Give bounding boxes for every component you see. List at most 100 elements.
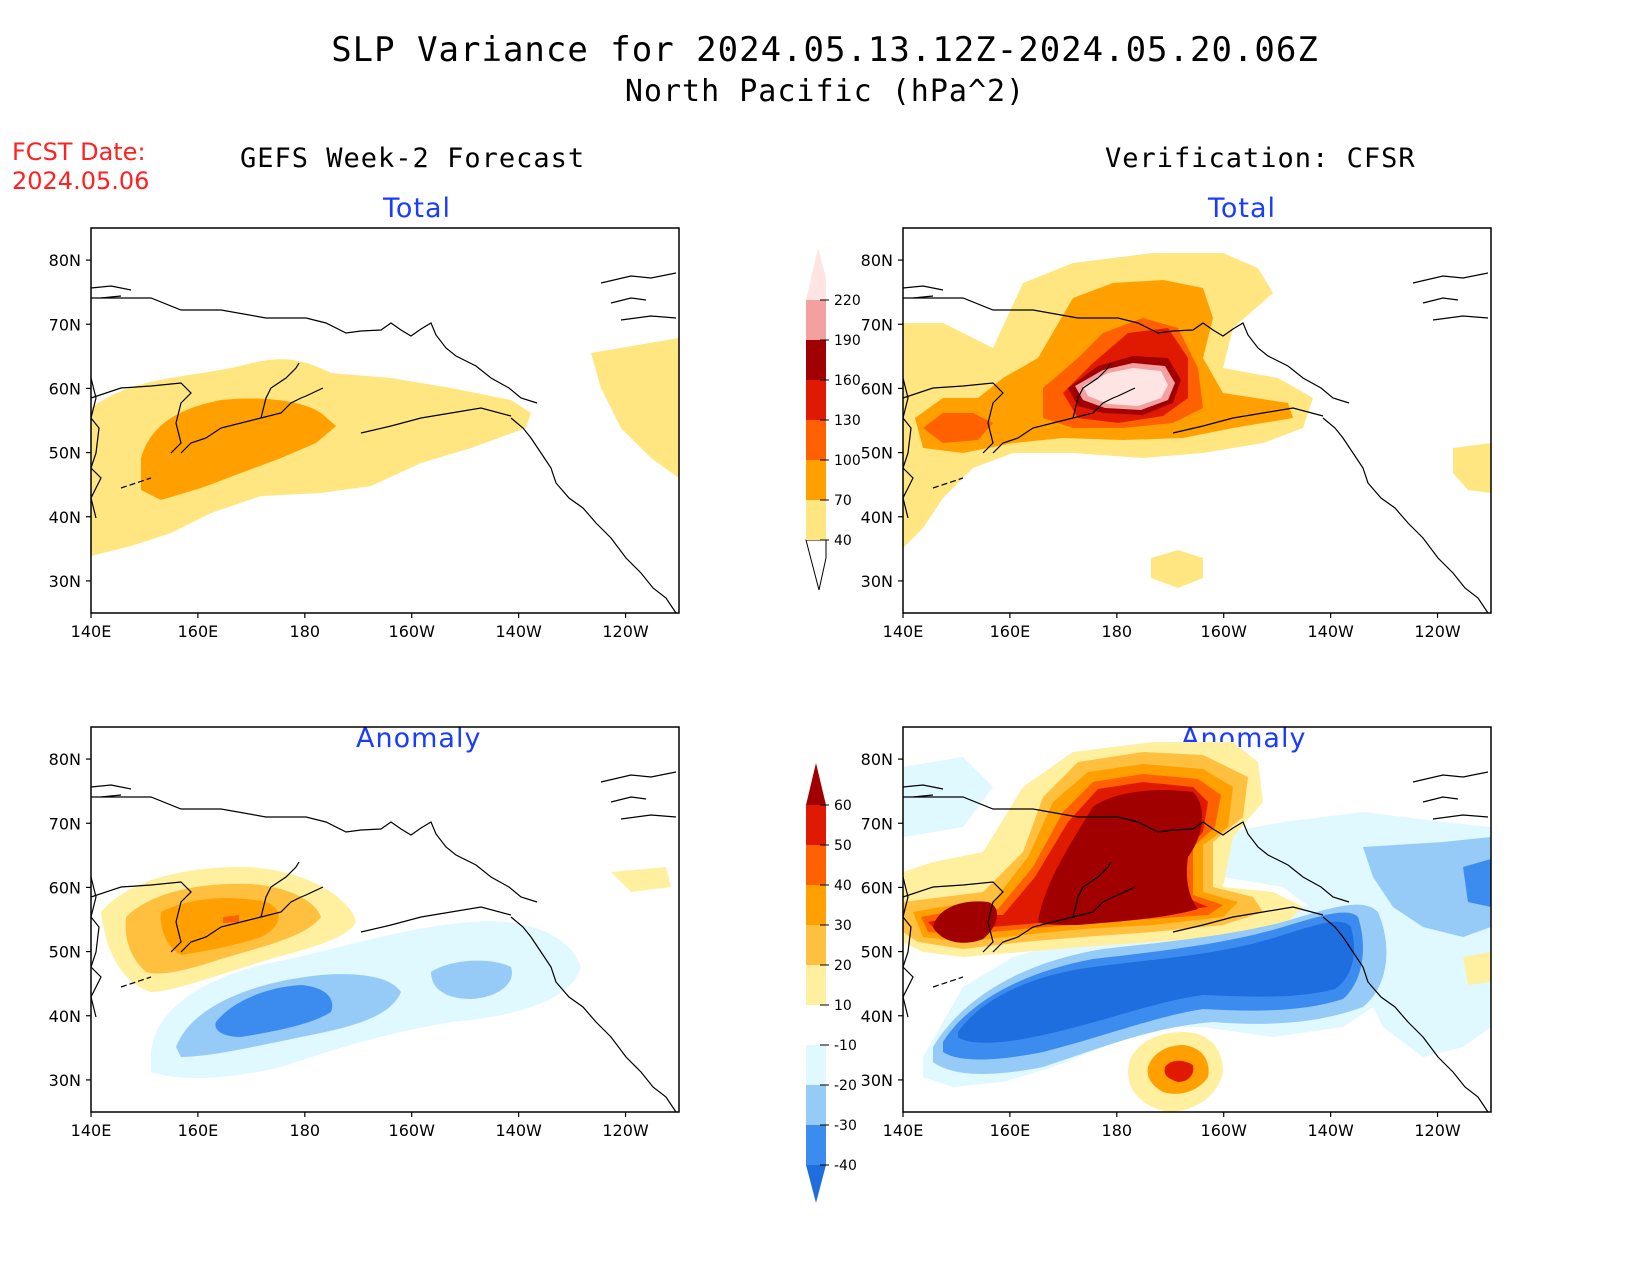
colorbar-anomaly-label: -10: [834, 1038, 857, 1054]
contour-neg-30-40-ne: [1463, 859, 1491, 907]
lon-tick-label: 160W: [1201, 622, 1248, 641]
lat-tick-label: 50N: [861, 444, 893, 463]
colorbar-total-swatch: [806, 300, 826, 340]
lat-tick-label: 60N: [861, 878, 893, 897]
lon-tick-label: 160E: [990, 1121, 1031, 1140]
colorbar-total-label: 220: [834, 293, 861, 309]
lon-tick-label: 120W: [1414, 1121, 1461, 1140]
colorbar-anomaly-swatch: [806, 925, 826, 965]
colorbar-anomaly-swatch: [806, 1085, 826, 1125]
lon-tick-label: 140W: [495, 1121, 542, 1140]
colorbar-total-label: 100: [834, 453, 861, 469]
lon-tick-label: 120W: [602, 1121, 649, 1140]
right-column-title: Verification: CFSR: [1105, 143, 1416, 174]
lat-tick-label: 80N: [861, 251, 893, 270]
contour-pos-40-60-south: [1164, 1060, 1194, 1082]
colorbar-total-label: 70: [834, 493, 852, 509]
lat-tick-label: 60N: [49, 379, 81, 398]
lat-tick-label: 60N: [49, 878, 81, 897]
lon-tick-label: 180: [290, 622, 321, 641]
lon-tick-label: 180: [290, 1121, 321, 1140]
colorbar-anomaly-label: -40: [834, 1158, 857, 1174]
contour-220plus: [1083, 368, 1168, 406]
map-panel-gefs-anomaly: [90, 726, 680, 1113]
lon-tick-label: 140W: [495, 622, 542, 641]
colorbar-total-swatch: [806, 340, 826, 380]
lon-tick-label: 120W: [602, 622, 649, 641]
colorbar-total-swatch: [806, 248, 826, 300]
panel-frame: [90, 227, 680, 614]
colorbar-total-swatch: [806, 380, 826, 420]
panel-frame: [90, 726, 680, 1113]
contour-neg-10-20-ne: [903, 757, 1491, 1057]
lat-tick-label: 80N: [861, 750, 893, 769]
contour-40-70-east: [1453, 443, 1491, 493]
lat-tick-label: 30N: [49, 1071, 81, 1090]
colorbar-total-label: 40: [834, 533, 852, 549]
colorbar-anomaly-low-arrow: [806, 1165, 826, 1203]
lat-tick-label: 80N: [49, 251, 81, 270]
lat-tick-label: 70N: [861, 315, 893, 334]
lat-tick-label: 50N: [49, 943, 81, 962]
lat-tick-label: 40N: [861, 508, 893, 527]
lon-tick-label: 160E: [178, 1121, 219, 1140]
colorbar-anomaly-high-arrow: [806, 763, 826, 805]
lon-tick-label: 140E: [883, 1121, 924, 1140]
lon-tick-label: 140E: [71, 622, 112, 641]
contour-40-70-east: [591, 338, 679, 478]
colorbar-anomaly-swatch: [806, 805, 826, 845]
lon-tick-label: 140E: [71, 1121, 112, 1140]
colorbar-total-swatch: [806, 420, 826, 460]
colorbar-anomaly: -40 -30 -20 -10 10 20 30 40 50 60: [806, 763, 857, 1203]
colorbar-anomaly-swatch: [806, 965, 826, 1005]
colorbar-anomaly-swatch: [806, 845, 826, 885]
lat-tick-label: 60N: [861, 379, 893, 398]
lon-tick-label: 140W: [1307, 622, 1354, 641]
main-subtitle: North Pacific (hPa^2): [624, 74, 1026, 109]
lon-tick-label: 160W: [389, 1121, 436, 1140]
lat-tick-label: 70N: [49, 315, 81, 334]
lon-tick-label: 160E: [178, 622, 219, 641]
contour-pos-60plus: [933, 790, 1203, 943]
axes-labels: 80N 70N 60N 50N 40N 30N 140E 160E 180 160W 140W 120…: [49, 251, 1461, 1140]
contour-pos-10-20-east: [1463, 952, 1491, 985]
map-panel-cfsr-total: [902, 227, 1492, 614]
lat-tick-label: 50N: [861, 943, 893, 962]
lat-tick-label: 70N: [49, 814, 81, 833]
colorbar-anomaly-label: 60: [834, 798, 852, 814]
contour-pos-30-40: [160, 898, 279, 955]
fcst-date-value: 2024.05.06: [12, 167, 150, 195]
contour-pos-10-20-east: [611, 867, 671, 892]
colorbar-anomaly-swatch: [806, 1045, 826, 1085]
colorbar-anomaly-swatch: [806, 885, 826, 925]
colorbar-anomaly-label: -20: [834, 1078, 857, 1094]
panel-title-top-left: Total: [383, 193, 452, 224]
lon-tick-label: 140W: [1307, 1121, 1354, 1140]
contour-70-100: [141, 398, 336, 500]
lon-tick-label: 160E: [990, 622, 1031, 641]
colorbar-total-label: 130: [834, 413, 861, 429]
panel-title-bottom-left: Anomaly: [356, 723, 482, 754]
colorbar-total-label: 160: [834, 373, 861, 389]
lat-tick-label: 50N: [49, 444, 81, 463]
map-panel-gefs-total: [90, 227, 680, 614]
colorbar-anomaly-swatch: [806, 1005, 826, 1045]
lat-tick-label: 30N: [861, 1071, 893, 1090]
colorbar-anomaly-label: 40: [834, 878, 852, 894]
lat-tick-label: 70N: [861, 814, 893, 833]
colorbar-anomaly-label: 10: [834, 998, 852, 1014]
lon-tick-label: 140E: [883, 622, 924, 641]
lat-tick-label: 30N: [49, 572, 81, 591]
colorbar-total-swatch: [806, 500, 826, 540]
main-title: SLP Variance for 2024.05.13.12Z-2024.05.…: [331, 30, 1319, 70]
lat-tick-label: 80N: [49, 750, 81, 769]
lat-tick-label: 40N: [49, 508, 81, 527]
lat-tick-label: 30N: [861, 572, 893, 591]
left-column-title: GEFS Week-2 Forecast: [240, 143, 586, 174]
colorbar-total: 40 70 100 130 160 190 220: [805, 248, 861, 591]
contour-neg-20-30-east: [431, 960, 512, 999]
lon-tick-label: 120W: [1414, 622, 1461, 641]
panel-frame: [902, 227, 1492, 614]
colorbar-anomaly-label: 50: [834, 838, 852, 854]
